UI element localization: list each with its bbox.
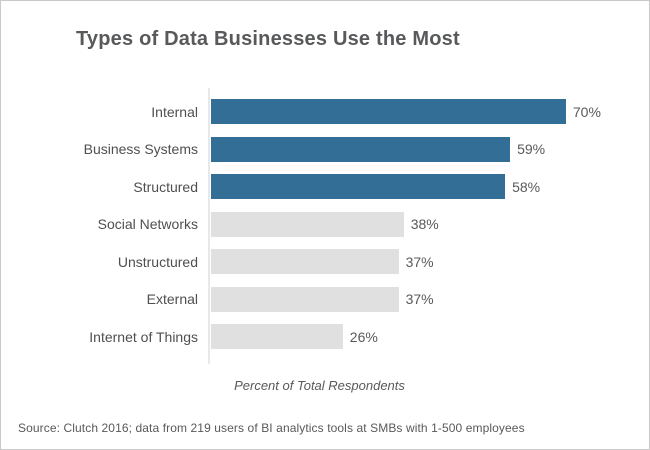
category-label: Social Networks — [97, 216, 198, 233]
category-label: Internal — [151, 103, 198, 120]
bar-area: 26% — [198, 324, 649, 350]
category-label: Business Systems — [83, 141, 198, 158]
bar-row-3: Social Networks 38% — [1, 206, 649, 244]
chart-title: Types of Data Businesses Use the Most — [76, 28, 460, 50]
bar — [211, 99, 566, 125]
bar-row-1: Business Systems 59% — [1, 131, 649, 169]
bar-row-5: External 37% — [1, 281, 649, 319]
bar-area: 38% — [198, 211, 649, 237]
category-label: Internet of Things — [89, 328, 198, 345]
bar-area: 58% — [198, 174, 649, 200]
value-label: 38% — [410, 216, 439, 233]
bar-row-6: Internet of Things 26% — [1, 318, 649, 356]
source-note: Source: Clutch 2016; data from 219 users… — [18, 421, 525, 435]
x-axis-label: Percent of Total Respondents — [234, 378, 405, 393]
bar-area: 59% — [198, 136, 649, 162]
bar — [211, 324, 343, 350]
bar — [211, 249, 399, 275]
value-label: 26% — [349, 328, 378, 345]
value-label: 59% — [517, 141, 546, 158]
x-axis-label-container: Percent of Total Respondents — [1, 377, 431, 395]
bar-row-4: Unstructured 37% — [1, 243, 649, 281]
y-axis-line — [208, 88, 210, 364]
bar-area: 37% — [198, 286, 649, 312]
category-label: Unstructured — [117, 253, 198, 270]
bar-row-0: Internal 70% — [1, 93, 649, 131]
bar-area: 37% — [198, 249, 649, 275]
value-label: 58% — [512, 178, 541, 195]
bar — [211, 136, 511, 162]
bar-chart-plot-area: Internal 70% Business Systems 59% Struct… — [1, 88, 649, 364]
bar — [211, 211, 404, 237]
category-label: Structured — [133, 178, 198, 195]
bar-row-2: Structured 58% — [1, 168, 649, 206]
value-label: 37% — [405, 253, 434, 270]
bar-area: 70% — [198, 99, 649, 125]
bar — [211, 174, 506, 200]
value-label: 70% — [572, 103, 601, 120]
value-label: 37% — [405, 291, 434, 308]
category-label: External — [146, 291, 198, 308]
bar — [211, 286, 399, 312]
